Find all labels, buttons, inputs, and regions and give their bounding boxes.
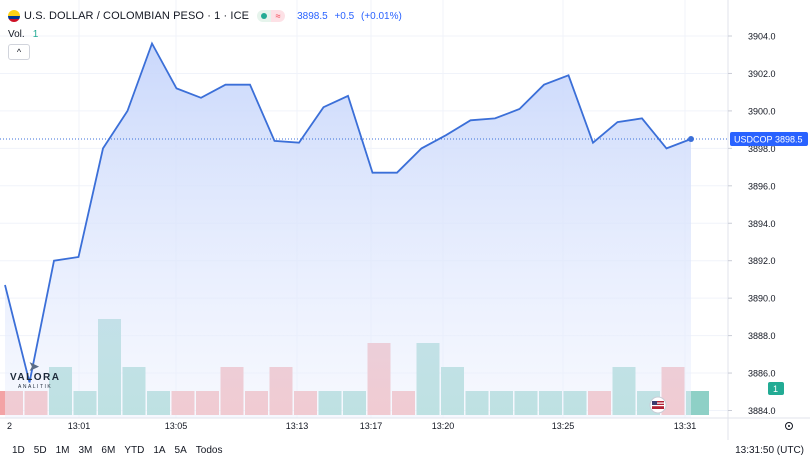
symbol-title[interactable]: U.S. DOLLAR / COLOMBIAN PESO · 1 · ICE [24,10,250,22]
time-tick-label: 13:20 [432,421,455,431]
timeframe-todos[interactable]: Todos [195,445,223,456]
price-label-symbol: USDCOP [734,134,773,144]
volume-legend[interactable]: Vol. 1 [8,29,38,40]
price-label-badge: USDCOP 3898.5 [730,131,808,146]
price-tick-label: 3896.0 [748,181,776,191]
quote-summary: 3898.5 +0.5 (+0.01%) [297,11,406,22]
time-tick-label: 2 [7,421,12,431]
time-axis[interactable]: 2 13:01 13:05 13:13 13:17 13:20 13:25 13:31 [7,421,696,431]
collapse-legend-button[interactable]: ^ [8,44,30,60]
price-axis[interactable]: 3904.0 3902.0 3900.0 3898.0 3896.0 3894.0 3892… [728,32,776,417]
price-area [5,43,691,418]
flag-us-icon[interactable] [649,396,667,414]
utc-clock[interactable]: 13:31:50 (UTC) [735,445,804,456]
delayed-data-icon[interactable]: ≈ [271,10,286,22]
timeframe-ytd[interactable]: YTD [124,445,145,456]
colombia-flag-icon [8,10,20,22]
market-open-icon[interactable] [257,10,272,22]
price-tick-label: 3890.0 [748,294,776,304]
logo-arrow-icon: ➤ [28,358,40,374]
time-tick-label: 13:05 [165,421,188,431]
time-tick-label: 13:13 [286,421,309,431]
price-tick-label: 3884.0 [748,406,776,416]
timeframe-6m[interactable]: 6M [101,445,116,456]
timeframe-3m[interactable]: 3M [78,445,93,456]
time-tick-label: 13:17 [360,421,383,431]
volume-value: 1 [32,29,39,40]
chart-header: U.S. DOLLAR / COLOMBIAN PESO · 1 · ICE ≈… [8,8,406,24]
price-tick-label: 3894.0 [748,219,776,229]
timeframe-1m[interactable]: 1M [55,445,70,456]
bottom-toolbar: 1D 5D 1M 3M 6M YTD 1A 5A Todos 13:31:50 … [0,440,810,463]
settings-gear-icon[interactable] [785,422,793,430]
timeframe-selector: 1D 5D 1M 3M 6M YTD 1A 5A Todos [12,445,222,456]
price-tick-label: 3886.0 [748,369,776,379]
price-tick-label: 3888.0 [748,331,776,341]
market-status[interactable]: ≈ [257,10,286,22]
timeframe-5d[interactable]: 5D [33,445,47,456]
time-tick-label: 13:31 [674,421,697,431]
change-percent: (+0.01%) [360,10,402,22]
svg-text:1: 1 [773,384,778,394]
timeframe-1a[interactable]: 1A [153,445,166,456]
change-value: +0.5 [334,10,355,22]
price-line [4,41,692,383]
last-price: 3898.5 [297,10,328,22]
price-tick-label: 3902.0 [748,69,776,79]
timeframe-1d[interactable]: 1D [12,445,25,456]
time-tick-label: 13:25 [552,421,575,431]
volume-bar [686,391,709,415]
last-price-dot [688,135,694,142]
timeframe-5a[interactable]: 5A [174,445,187,456]
logo-sub: ANALITIK [18,384,53,390]
price-tick-label: 3900.0 [748,106,776,116]
price-tick-label: 3904.0 [748,32,776,42]
logo-word: VALORA [10,372,61,383]
price-tick-label: 3892.0 [748,256,776,266]
valora-logo: ➤ VALORA ANALITIK [8,358,68,394]
volume-badge: 1 [768,382,784,395]
price-label-value: 3898.5 [775,134,803,144]
price-tick-label: 3898.0 [748,144,776,154]
volume-label: Vol. [8,29,25,40]
time-tick-label: 13:01 [68,421,91,431]
